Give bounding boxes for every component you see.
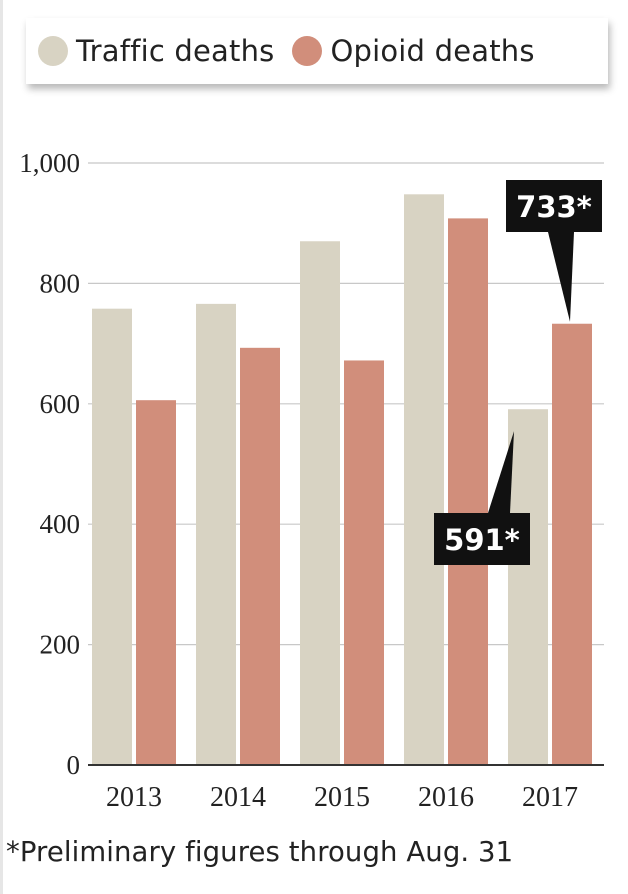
- legend-item-traffic: Traffic deaths: [38, 34, 274, 68]
- bar-opioid-2016: [448, 218, 488, 765]
- legend-label-opioid: Opioid deaths: [330, 34, 535, 68]
- legend-label-traffic: Traffic deaths: [76, 34, 275, 68]
- bar-opioid-2017: [552, 323, 592, 765]
- callout-opioid-2017-label: 733*: [516, 190, 592, 224]
- legend-item-opioid: Opioid deaths: [292, 34, 534, 68]
- callout-opioid-2017-pointer: [548, 232, 574, 322]
- callout-traffic-2017-box: [434, 513, 530, 565]
- x-tick-label: 2016: [418, 782, 474, 813]
- x-tick-label: 2013: [106, 782, 162, 813]
- y-tick-label: 600: [40, 389, 81, 419]
- bar-chart: 0 200 400 600 800 1,000 2013 2014 2015 2016 2017 73…: [19, 148, 604, 813]
- legend-swatch-traffic: [38, 36, 68, 66]
- legend-swatch-opioid: [292, 36, 323, 66]
- bar-traffic-2017: [508, 409, 548, 765]
- y-tick-label: 200: [40, 630, 81, 660]
- y-tick-label: 0: [67, 750, 81, 780]
- y-tick-label: 800: [40, 268, 81, 298]
- footnote: *Preliminary figures through Aug. 31: [6, 836, 514, 868]
- left-border: [0, 0, 3, 894]
- bar-opioid-2014: [240, 347, 280, 765]
- chart-legend: Traffic deaths Opioid deaths: [26, 18, 608, 84]
- x-tick-label: 2017: [522, 782, 578, 813]
- bar-traffic-2013: [92, 308, 132, 765]
- bar-traffic-2014: [196, 303, 236, 765]
- x-tick-label: 2014: [210, 782, 266, 813]
- bar-opioid-2013: [136, 400, 176, 765]
- bar-traffic-2016: [404, 194, 444, 765]
- callout-traffic-2017-label: 591*: [444, 523, 520, 557]
- y-tick-label: 1,000: [19, 148, 80, 178]
- callout-opioid-2017-box: [506, 180, 602, 232]
- y-tick-label: 400: [40, 509, 81, 539]
- bar-opioid-2015: [344, 360, 384, 765]
- x-tick-label: 2015: [314, 782, 370, 813]
- callout-traffic-2017-pointer: [488, 431, 514, 513]
- bar-traffic-2015: [300, 241, 340, 765]
